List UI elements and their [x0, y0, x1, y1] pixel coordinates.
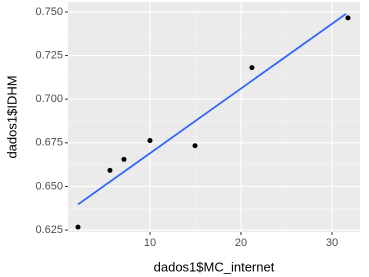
y-tick-label: 0.650 [35, 180, 63, 192]
point [249, 65, 255, 71]
point [107, 167, 113, 173]
y-tick-label: 0.675 [35, 137, 63, 149]
y-tick-label: 0.750 [35, 6, 63, 18]
point [192, 143, 198, 149]
x-tick-label: 20 [235, 237, 247, 249]
y-tick-label: 0.725 [35, 49, 63, 61]
y-axis-title: dados1$IDHM [4, 75, 19, 158]
trend-line [77, 13, 347, 206]
point [75, 224, 81, 230]
y-tick-label: 0.625 [35, 224, 63, 236]
y-tick-label: 0.700 [35, 93, 63, 105]
point [147, 138, 153, 144]
x-axis-title: dados1$MC_internet [154, 259, 275, 274]
x-tick-label: 10 [144, 237, 156, 249]
x-tick-label: 30 [326, 237, 338, 249]
point [121, 156, 127, 162]
point [345, 15, 351, 21]
panel [68, 2, 360, 232]
